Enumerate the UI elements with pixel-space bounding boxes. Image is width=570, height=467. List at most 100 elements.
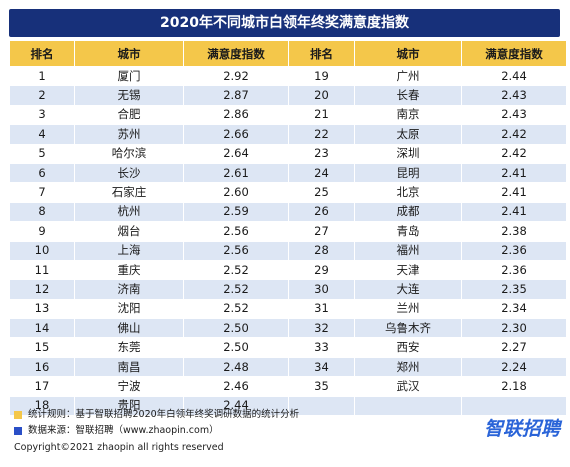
rank-cell: 10 <box>9 240 75 261</box>
header-index-left: 满意度指数 <box>183 40 289 67</box>
city-cell: 东莞 <box>74 337 184 358</box>
city-cell: 厦门 <box>74 65 184 87</box>
city-cell: 长沙 <box>74 162 184 184</box>
index-cell: 2.56 <box>183 240 289 261</box>
table-row: 17 宁波 2.46 35 武汉 2.18 <box>9 376 567 397</box>
index-cell: 2.56 <box>183 221 289 242</box>
index-cell: 2.24 <box>461 356 567 378</box>
table-row: 4 苏州 2.66 22 太原 2.42 <box>9 124 567 145</box>
index-cell: 2.43 <box>461 85 567 106</box>
index-cell: 2.52 <box>183 259 289 281</box>
yellow-square-icon <box>14 411 22 419</box>
table-row: 14 佛山 2.50 32 乌鲁木齐 2.30 <box>9 318 567 339</box>
rank-cell: 27 <box>288 221 355 242</box>
index-cell: 2.50 <box>183 337 289 358</box>
table-row: 6 长沙 2.61 24 昆明 2.41 <box>9 162 567 184</box>
rank-cell: 11 <box>9 259 75 281</box>
index-cell: 2.44 <box>461 65 567 87</box>
table-row: 8 杭州 2.59 26 成都 2.41 <box>9 201 567 223</box>
city-cell: 贵阳 <box>74 395 184 417</box>
index-cell: 2.46 <box>183 376 289 397</box>
index-cell: 2.43 <box>461 104 567 126</box>
city-cell: 昆明 <box>354 162 462 184</box>
rank-cell: 20 <box>288 85 355 106</box>
rank-cell: 14 <box>9 318 75 339</box>
index-cell: 2.35 <box>461 279 567 300</box>
city-cell: 烟台 <box>74 221 184 242</box>
rank-cell: 29 <box>288 259 355 281</box>
index-cell: 2.41 <box>461 201 567 223</box>
index-cell: 2.44 <box>183 395 289 417</box>
ranking-table: 排名 城市 满意度指数 排名 城市 满意度指数 1 厦门 2.92 19 广州 2.44 2… <box>9 40 567 417</box>
index-cell: 2.59 <box>183 201 289 223</box>
rank-cell: 30 <box>288 279 355 300</box>
city-cell: 佛山 <box>74 318 184 339</box>
rank-cell: 13 <box>9 298 75 320</box>
rank-cell: 34 <box>288 356 355 378</box>
table-row: 5 哈尔滨 2.64 23 深圳 2.42 <box>9 143 567 164</box>
index-cell: 2.42 <box>461 124 567 145</box>
rank-cell: 33 <box>288 337 355 358</box>
rank-cell: 16 <box>9 356 75 378</box>
brand-logo: 智联招聘 <box>483 418 560 440</box>
table-row: 13 沈阳 2.52 31 兰州 2.34 <box>9 298 567 320</box>
rank-cell <box>288 395 355 417</box>
city-cell: 青岛 <box>354 221 462 242</box>
table-row: 12 济南 2.52 30 大连 2.35 <box>9 279 567 300</box>
city-cell: 重庆 <box>74 259 184 281</box>
header-city-right: 城市 <box>354 40 462 67</box>
index-cell: 2.61 <box>183 162 289 184</box>
city-cell: 长春 <box>354 85 462 106</box>
rank-cell: 31 <box>288 298 355 320</box>
header-rank-left: 排名 <box>9 40 75 67</box>
source-note: 数据来源：智联招聘（www.zhaopin.com） <box>14 423 299 439</box>
index-cell: 2.66 <box>183 124 289 145</box>
city-cell: 天津 <box>354 259 462 281</box>
index-cell: 2.87 <box>183 85 289 106</box>
source-text: 数据来源：智联招聘（www.zhaopin.com） <box>28 425 219 436</box>
header-index-right: 满意度指数 <box>461 40 567 67</box>
table-row: 7 石家庄 2.60 25 北京 2.41 <box>9 182 567 203</box>
index-cell: 2.36 <box>461 259 567 281</box>
city-cell: 石家庄 <box>74 182 184 203</box>
rank-cell: 6 <box>9 162 75 184</box>
city-cell: 杭州 <box>74 201 184 223</box>
rank-cell: 26 <box>288 201 355 223</box>
rank-cell: 7 <box>9 182 75 203</box>
index-cell: 2.41 <box>461 182 567 203</box>
city-cell: 沈阳 <box>74 298 184 320</box>
rank-cell: 25 <box>288 182 355 203</box>
rank-cell: 22 <box>288 124 355 145</box>
table-row: 16 南昌 2.48 34 郑州 2.24 <box>9 356 567 378</box>
table-row: 15 东莞 2.50 33 西安 2.27 <box>9 337 567 358</box>
index-cell: 2.64 <box>183 143 289 164</box>
city-cell: 太原 <box>354 124 462 145</box>
rank-cell: 2 <box>9 85 75 106</box>
rank-cell: 12 <box>9 279 75 300</box>
rank-cell: 23 <box>288 143 355 164</box>
city-cell: 深圳 <box>354 143 462 164</box>
table-row: 1 厦门 2.92 19 广州 2.44 <box>9 65 567 87</box>
index-cell: 2.52 <box>183 298 289 320</box>
rule-text: 统计规则：基于智联招聘2020年白领年终奖调研数据的统计分析 <box>28 409 300 420</box>
rank-cell: 4 <box>9 124 75 145</box>
rank-cell: 35 <box>288 376 355 397</box>
city-cell: 兰州 <box>354 298 462 320</box>
city-cell: 苏州 <box>74 124 184 145</box>
table-header-row: 排名 城市 满意度指数 排名 城市 满意度指数 <box>9 40 567 67</box>
rank-cell: 17 <box>9 376 75 397</box>
city-cell: 武汉 <box>354 376 462 397</box>
city-cell: 上海 <box>74 240 184 261</box>
index-cell: 2.50 <box>183 318 289 339</box>
city-cell: 郑州 <box>354 356 462 378</box>
city-cell: 乌鲁木齐 <box>354 318 462 339</box>
city-cell: 福州 <box>354 240 462 261</box>
rank-cell: 5 <box>9 143 75 164</box>
index-cell: 2.34 <box>461 298 567 320</box>
city-cell: 西安 <box>354 337 462 358</box>
table-row: 11 重庆 2.52 29 天津 2.36 <box>9 259 567 281</box>
table-row: 9 烟台 2.56 27 青岛 2.38 <box>9 221 567 242</box>
rank-cell: 32 <box>288 318 355 339</box>
city-cell: 无锡 <box>74 85 184 106</box>
city-cell: 广州 <box>354 65 462 87</box>
